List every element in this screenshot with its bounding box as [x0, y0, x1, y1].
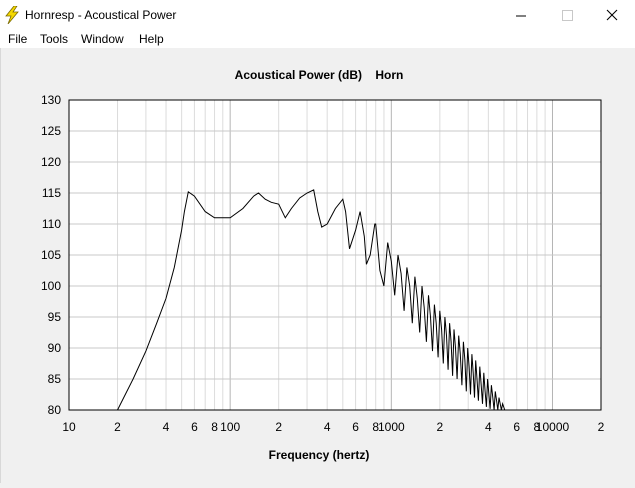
y-tick-label: 85	[48, 372, 62, 386]
close-icon[interactable]	[589, 0, 635, 31]
y-tick-label: 110	[42, 217, 61, 231]
x-tick-label: 6	[352, 420, 359, 434]
y-tick-label: 120	[41, 155, 61, 169]
menu-file[interactable]: File	[8, 32, 28, 46]
x-tick-label: 4	[324, 420, 331, 434]
y-tick-label: 130	[41, 93, 61, 107]
menu-bar: File Tools Window Help	[0, 31, 635, 48]
x-tick-label: 8	[211, 420, 218, 434]
x-tick-label: 2	[598, 420, 605, 434]
y-tick-label: 95	[48, 310, 62, 324]
lightning-bolt-icon	[5, 6, 19, 24]
x-tick-label: 10000	[536, 420, 570, 434]
acoustical-power-chart: Acoustical Power (dB) Horn 1301251201151…	[41, 68, 605, 462]
menu-help[interactable]: Help	[139, 32, 164, 46]
x-tick-label: 10	[62, 420, 76, 434]
window-title: Hornresp - Acoustical Power	[25, 8, 177, 22]
x-tick-label: 2	[114, 420, 121, 434]
y-axis-ticks: 130 125 120 115 110 105 100 95 90 85 80	[41, 93, 61, 417]
y-tick-label: 100	[41, 279, 61, 293]
chart-panel: Acoustical Power (dB) Horn 130 125 120 115 1…	[0, 48, 635, 483]
y-tick-label: 115	[42, 186, 61, 200]
x-tick-label: 8	[534, 420, 541, 434]
x-tick-label: 4	[485, 420, 492, 434]
x-tick-label: 4	[163, 420, 170, 434]
x-tick-label: 1000	[378, 420, 405, 434]
y-tick-label: 105	[41, 248, 61, 262]
menu-tools[interactable]: Tools	[40, 32, 69, 46]
minimize-icon[interactable]	[498, 0, 544, 31]
x-tick-label: 6	[191, 420, 198, 434]
x-axis-label: Frequency (hertz)	[269, 448, 370, 462]
x-tick-label: 6	[513, 420, 520, 434]
power-response-curve	[117, 189, 506, 411]
y-tick-label: 125	[41, 124, 61, 138]
y-tick-label: 90	[48, 341, 62, 355]
maximize-icon[interactable]	[544, 0, 590, 31]
plot-frame	[68, 99, 602, 411]
grid-lines	[69, 100, 601, 410]
menu-window[interactable]: Window	[81, 32, 124, 46]
y-tick-label: 80	[48, 403, 62, 417]
chart-title: Acoustical Power (dB) Horn	[235, 68, 404, 82]
x-tick-label: 2	[275, 420, 282, 434]
x-tick-label: 2	[436, 420, 443, 434]
x-tick-label: 8	[372, 420, 379, 434]
x-tick-label: 100	[220, 420, 240, 434]
title-bar: Hornresp - Acoustical Power	[0, 0, 635, 31]
